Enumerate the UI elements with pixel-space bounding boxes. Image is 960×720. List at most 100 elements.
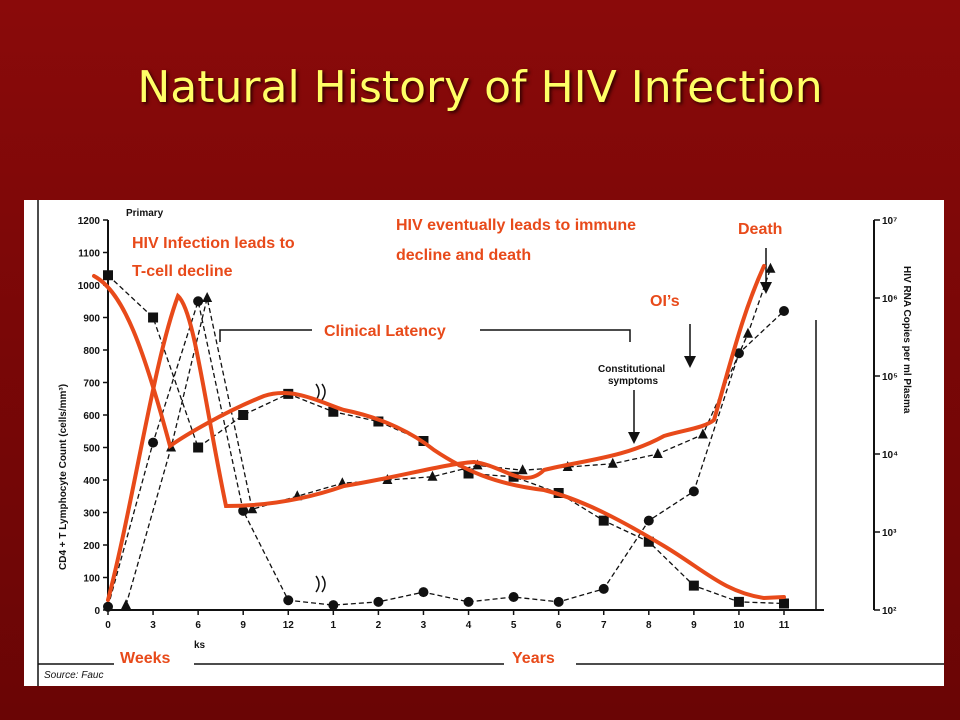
death-label: Death bbox=[738, 221, 782, 238]
x-ticks: 0 3 6 9 12 1 2 3 4 5 6 7 8 9 10 11 bbox=[105, 610, 790, 631]
data-point-square bbox=[688, 580, 699, 591]
y-axis-title: CD4 + T Lymphocyte Count (cells/mm³) bbox=[58, 384, 69, 570]
data-point-circle bbox=[328, 600, 339, 611]
hiv-infection-label-1: HIV Infection leads to bbox=[132, 235, 295, 252]
primary-label: Primary bbox=[126, 208, 164, 219]
data-point-triangle bbox=[247, 503, 258, 514]
cd4-overlay-trace bbox=[92, 274, 786, 601]
y-tick-label: 600 bbox=[83, 411, 100, 422]
x-tick-label: 8 bbox=[646, 620, 652, 631]
years-label: Years bbox=[512, 650, 555, 667]
data-point-square bbox=[733, 596, 744, 607]
data-point-triangle bbox=[121, 599, 132, 610]
y-tick-label: 1100 bbox=[78, 249, 100, 260]
data-point-circle bbox=[238, 505, 249, 516]
x-tick-label: 7 bbox=[601, 620, 607, 631]
weeks-label: Weeks bbox=[120, 650, 171, 667]
data-point-square bbox=[148, 312, 159, 323]
y-tick-label: 200 bbox=[83, 541, 100, 552]
series-line-circle bbox=[107, 298, 785, 607]
y-tick-label: 500 bbox=[83, 444, 100, 455]
axis-break-top bbox=[315, 383, 326, 401]
data-point-circle bbox=[373, 596, 384, 607]
chart-figure: 0 100 200 300 400 500 600 700 800 900 1000 1100 1200… bbox=[24, 200, 944, 686]
y-tick-label: 1000 bbox=[78, 281, 101, 292]
series-line-triangle bbox=[125, 268, 772, 606]
data-point-square bbox=[643, 536, 654, 547]
data-point-square bbox=[238, 410, 249, 420]
data-point-circle bbox=[193, 296, 204, 307]
latency-bracket bbox=[219, 329, 631, 342]
source-label: Source: Fauc bbox=[44, 670, 103, 681]
constitutional-arrowhead bbox=[628, 432, 640, 444]
data-point-circle bbox=[418, 587, 429, 598]
data-point-circle bbox=[508, 592, 519, 602]
data-point-triangle bbox=[427, 470, 438, 481]
death-arrowhead bbox=[760, 282, 772, 294]
y2-ticks: 10² 10³ 10⁴ 10⁵ 10⁶ 10⁷ bbox=[874, 216, 898, 617]
data-point-triangle bbox=[202, 292, 213, 302]
ois-arrowhead bbox=[684, 356, 696, 368]
hiv-infection-label-2: T-cell decline bbox=[132, 263, 233, 280]
data-point-circle bbox=[688, 486, 699, 497]
years-box bbox=[504, 644, 576, 670]
y-tick-label: 400 bbox=[83, 476, 100, 487]
data-point-triangle bbox=[697, 428, 708, 439]
data-point-triangle bbox=[607, 457, 618, 468]
clinical-latency-label: Clinical Latency bbox=[324, 323, 446, 340]
y-ticks: 0 100 200 300 400 500 600 700 800 900 1000 1100 1200 bbox=[78, 216, 108, 617]
x-tick-label: 3 bbox=[421, 620, 427, 631]
data-point-circle bbox=[598, 583, 609, 594]
x-tick-label: 6 bbox=[195, 620, 201, 631]
data-point-square bbox=[328, 406, 339, 417]
x-tick-label: 4 bbox=[466, 620, 472, 631]
y-tick-label: 800 bbox=[83, 346, 100, 357]
data-point-square bbox=[463, 468, 474, 479]
rna-overlay-trace bbox=[106, 264, 766, 602]
data-point-circle bbox=[283, 595, 294, 606]
x-tick-label: 9 bbox=[240, 620, 246, 631]
data-point-triangle bbox=[652, 448, 663, 458]
data-point-circle bbox=[148, 437, 159, 448]
y-tick-label: 900 bbox=[83, 314, 100, 325]
constitutional-label-1: Constitutional bbox=[598, 364, 665, 375]
y2-tick-label: 10⁵ bbox=[882, 372, 898, 383]
data-point-circle bbox=[463, 596, 474, 607]
hiv-chart: 0100200300400500600700800900100011001200… bbox=[37, 200, 944, 686]
data-point-triangle bbox=[765, 262, 776, 273]
x-tick-label: 12 bbox=[283, 620, 295, 631]
data-point-square bbox=[193, 442, 204, 453]
data-point-circle bbox=[553, 596, 564, 607]
x-tick-label: 9 bbox=[691, 620, 697, 631]
x-tick-label: 11 bbox=[779, 620, 790, 631]
constitutional-label-2: symptoms bbox=[608, 376, 658, 387]
x-tick-label: 6 bbox=[556, 620, 562, 631]
x-tick-label: 5 bbox=[511, 620, 517, 631]
data-point-circle bbox=[643, 515, 654, 526]
data-point-triangle bbox=[517, 464, 528, 475]
slide-title: Natural History of HIV Infection bbox=[137, 62, 823, 113]
y2-tick-label: 10³ bbox=[882, 528, 897, 539]
y2-tick-label: 10⁷ bbox=[882, 216, 897, 227]
immune-decline-label-2: decline and death bbox=[396, 247, 531, 264]
x-tick-label: 3 bbox=[150, 620, 156, 631]
immune-decline-label-1: HIV eventually leads to immune bbox=[396, 217, 636, 234]
y-tick-label: 0 bbox=[94, 606, 100, 617]
y-tick-label: 300 bbox=[83, 509, 100, 520]
x-tick-label: 2 bbox=[376, 620, 382, 631]
x-tick-label: 10 bbox=[733, 620, 745, 631]
data-point-circle bbox=[103, 601, 113, 612]
data-point-square bbox=[598, 515, 609, 526]
data-point-triangle bbox=[742, 327, 753, 338]
y-tick-label: 700 bbox=[83, 379, 100, 390]
x-tick-label: 1 bbox=[331, 620, 337, 631]
axis-break-bottom bbox=[315, 575, 326, 593]
ois-label: OI’s bbox=[650, 293, 680, 310]
y-tick-label: 100 bbox=[83, 574, 100, 585]
y2-axis-title: HIV RNA Copies per ml Plasma bbox=[901, 266, 912, 414]
data-point-square bbox=[103, 270, 113, 281]
x-tick-label: 0 bbox=[105, 620, 111, 631]
weeks-box bbox=[114, 644, 194, 670]
weeks-fragment: ks bbox=[194, 640, 206, 651]
data-point-square bbox=[779, 598, 789, 609]
